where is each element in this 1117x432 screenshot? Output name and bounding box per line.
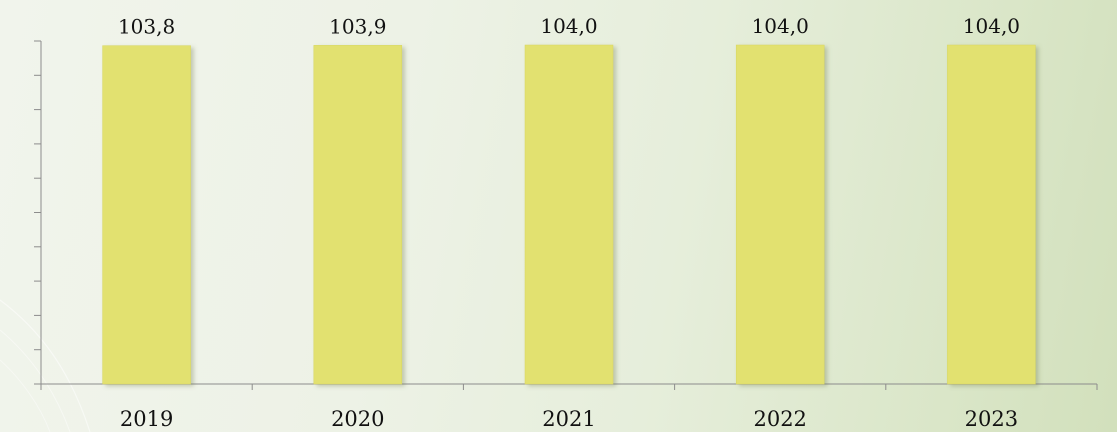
bar-2019 — [102, 45, 191, 385]
data-label-2021: 104,0 — [540, 14, 597, 38]
x-tick-labels: 2019 2020 2021 2022 2023 — [120, 407, 1018, 431]
bar-2023 — [947, 44, 1036, 385]
x-tick-label-2020: 2020 — [331, 407, 384, 431]
x-tick-label-2021: 2021 — [542, 407, 595, 431]
x-tick-label-2023: 2023 — [965, 407, 1018, 431]
data-label-2020: 103,9 — [329, 14, 386, 38]
data-label-2023: 104,0 — [963, 14, 1020, 38]
data-label-2022: 104,0 — [752, 14, 809, 38]
bar-2022 — [735, 44, 825, 385]
x-tick-label-2019: 2019 — [120, 407, 173, 431]
data-labels: 103,8 103,9 104,0 104,0 104,0 — [118, 14, 1020, 39]
x-tick-label-2022: 2022 — [753, 407, 806, 431]
bar-2021 — [524, 44, 614, 385]
bars — [102, 44, 1036, 385]
data-label-2019: 103,8 — [118, 15, 175, 39]
bar-2020 — [313, 45, 403, 385]
